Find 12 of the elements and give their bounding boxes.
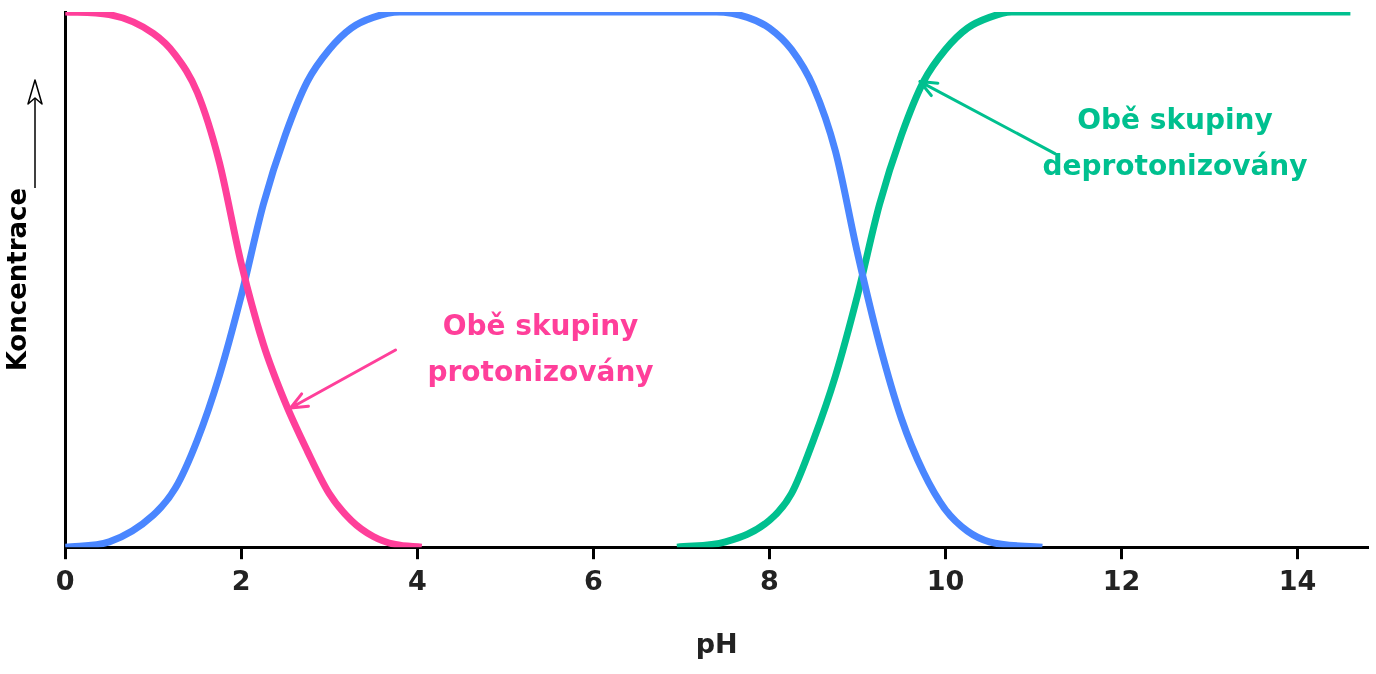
annotation: Obě skupiny deprotonizovány <box>1042 102 1308 182</box>
y-axis-title: Koncentrace <box>2 187 33 372</box>
annotation: Obě skupiny protonizovány <box>427 309 654 389</box>
x-tick-label: 6 <box>583 565 603 597</box>
x-tick-label: 2 <box>231 565 251 597</box>
x-tick-label: 8 <box>760 565 779 597</box>
x-tick-label: 4 <box>407 565 427 597</box>
x-tick-label: 12 <box>1102 565 1141 597</box>
x-tick-label: 14 <box>1278 565 1317 597</box>
x-axis-title: pH <box>695 627 738 659</box>
x-tick-label: 0 <box>55 565 75 597</box>
x-tick-label: 10 <box>926 565 965 597</box>
